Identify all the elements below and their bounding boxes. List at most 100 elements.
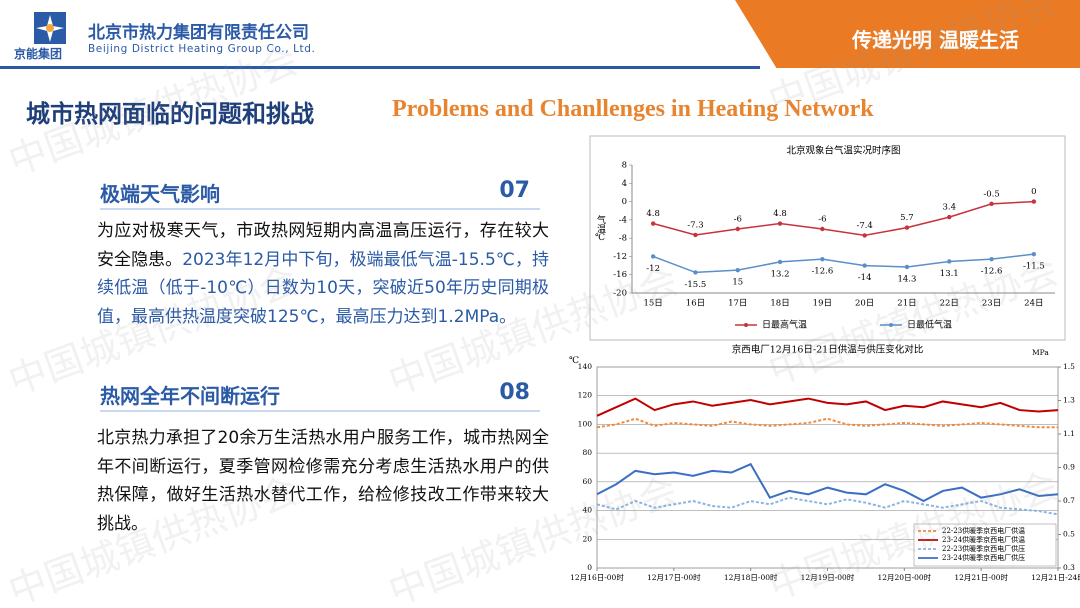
legend-label: 22-23供暖季京西电厂供温 bbox=[942, 526, 1025, 535]
data-label: -6 bbox=[734, 215, 742, 225]
slogan: 传递光明 温暖生活 bbox=[852, 28, 1019, 52]
data-label: -12.6 bbox=[981, 267, 1003, 277]
legend-label: 23-24供暖季京西电厂供压 bbox=[942, 553, 1025, 562]
data-label: 13.2 bbox=[771, 269, 790, 279]
data-label: -6 bbox=[818, 215, 826, 225]
y2-tick-label: 0.5 bbox=[1063, 530, 1075, 539]
y-tick-label: 120 bbox=[578, 391, 593, 400]
x-tick-label: 12月16日-00时 bbox=[570, 572, 624, 582]
point bbox=[1031, 199, 1037, 204]
y2-tick-label: 0.9 bbox=[1063, 463, 1075, 472]
data-label: 3.4 bbox=[942, 203, 956, 213]
y-tick-label: 0 bbox=[622, 197, 627, 207]
series-line bbox=[596, 397, 1059, 417]
section-heading: 极端天气影响 07 bbox=[100, 178, 540, 210]
section-text: 北京热力承担了20余万生活热水用户服务工作，城市热网全年不间断运行，夏季管网检修… bbox=[97, 424, 549, 538]
series-line bbox=[596, 496, 1059, 516]
chart-title: 北京观象台气温实况时序图 bbox=[786, 145, 900, 157]
series-line bbox=[596, 417, 1058, 429]
data-label: -11.5 bbox=[1023, 262, 1045, 272]
point bbox=[947, 214, 952, 220]
data-label: 5.7 bbox=[900, 213, 914, 223]
data-label: 4.8 bbox=[773, 209, 787, 219]
x-tick-label: 22日 bbox=[940, 299, 959, 309]
x-tick-label: 12月21日-00时 bbox=[954, 572, 1008, 582]
x-tick-label: 20日 bbox=[855, 299, 874, 309]
legend-label: 23-24供暖季京西电厂供温 bbox=[942, 535, 1025, 544]
data-label: 0 bbox=[1031, 187, 1036, 197]
x-tick-label: 12月21日-24时 bbox=[1031, 572, 1080, 582]
y-tick-label: 100 bbox=[578, 419, 593, 428]
text-run: 为应对极寒天气，市政热网短期内高温高压运行，存在较大安全隐患。 bbox=[97, 221, 549, 270]
title-cn: 城市热网面临的问题和挑战 bbox=[26, 100, 314, 128]
x-tick-label: 23日 bbox=[982, 299, 1001, 309]
y2-tick-label: 1.5 bbox=[1063, 362, 1075, 371]
data-label: 4.8 bbox=[646, 209, 660, 219]
x-tick-label: 24日 bbox=[1024, 299, 1043, 309]
y-tick-label: -16 bbox=[613, 270, 627, 280]
text-run: 北京热力承担了20余万生活热水用户服务工作，城市热网全年不间断运行，夏季管网检修… bbox=[97, 428, 549, 534]
y-axis-label: ℃ bbox=[569, 356, 579, 366]
point bbox=[693, 270, 698, 275]
y-tick-label: -12 bbox=[613, 252, 627, 262]
data-label: -14 bbox=[858, 273, 872, 283]
section-text: 为应对极寒天气，市政热网短期内高温高压运行，存在较大安全隐患。2023年12月中… bbox=[97, 217, 549, 331]
heading-number: 07 bbox=[499, 178, 530, 203]
legend-swatch bbox=[889, 323, 893, 327]
x-tick-label: 15日 bbox=[643, 299, 662, 309]
legend-label: 22-23供暖季京西电厂供压 bbox=[942, 544, 1025, 553]
point bbox=[820, 226, 825, 232]
point bbox=[820, 256, 825, 262]
y-tick-label: 40 bbox=[582, 506, 592, 515]
y-tick-label: 4 bbox=[622, 179, 627, 189]
point bbox=[989, 201, 994, 207]
series-line bbox=[596, 462, 1059, 503]
legend-label: 日最高气温 bbox=[762, 319, 807, 331]
y2-tick-label: 1.1 bbox=[1063, 429, 1075, 438]
point bbox=[904, 264, 910, 270]
y-tick-label: 0 bbox=[587, 563, 592, 572]
heading-text: 热网全年不间断运行 bbox=[100, 384, 280, 408]
point bbox=[650, 254, 656, 259]
y-tick-label: 140 bbox=[578, 362, 593, 371]
chart-title: 京西电厂12月16日-21日供温与供压变化对比 bbox=[732, 344, 923, 356]
y2-tick-label: 1.3 bbox=[1063, 396, 1075, 405]
y-tick-label: -20 bbox=[613, 289, 627, 299]
series-line bbox=[652, 253, 1034, 274]
heading-text: 极端天气影响 bbox=[100, 182, 220, 206]
legend-swatch bbox=[744, 323, 748, 327]
point bbox=[735, 267, 740, 273]
header-line bbox=[0, 66, 760, 69]
logo-text: 京能集团 bbox=[14, 47, 63, 61]
legend-box bbox=[913, 523, 1057, 567]
data-label: -0.5 bbox=[983, 189, 999, 199]
y2-tick-label: 0.3 bbox=[1063, 563, 1075, 572]
data-label: 15 bbox=[732, 278, 743, 288]
x-tick-label: 12月20日-00时 bbox=[877, 572, 931, 582]
data-label: 14.3 bbox=[897, 274, 916, 284]
point bbox=[989, 256, 994, 262]
y-tick-label: -4 bbox=[619, 215, 627, 225]
point bbox=[735, 226, 740, 232]
point bbox=[904, 225, 910, 230]
y2-axis-label: MPa bbox=[1032, 348, 1049, 357]
legend-label: 日最低气温 bbox=[907, 319, 952, 331]
y-tick-label: -8 bbox=[619, 234, 627, 244]
point bbox=[777, 221, 783, 226]
series-line bbox=[652, 200, 1034, 237]
data-label: -7.3 bbox=[687, 220, 703, 230]
point bbox=[947, 259, 952, 264]
data-label: -12.6 bbox=[811, 267, 833, 277]
y2-tick-label: 0.7 bbox=[1063, 496, 1075, 505]
x-tick-label: 12月19日-00时 bbox=[801, 572, 855, 582]
x-tick-label: 12月18日-00时 bbox=[724, 572, 778, 582]
x-tick-label: 21日 bbox=[897, 299, 916, 309]
point bbox=[862, 233, 867, 238]
company-en: Beijing District Heating Group Co., Ltd. bbox=[88, 43, 316, 55]
data-label: -12 bbox=[646, 264, 660, 274]
y-tick-label: 8 bbox=[622, 161, 627, 171]
x-tick-label: 18日 bbox=[770, 299, 789, 309]
data-label: -7.4 bbox=[856, 221, 872, 231]
